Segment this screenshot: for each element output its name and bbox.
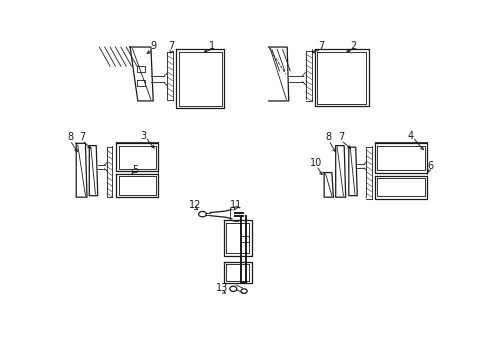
Text: 1: 1: [209, 41, 215, 51]
Text: 7: 7: [168, 41, 174, 51]
Text: 6: 6: [427, 161, 432, 171]
Text: 3: 3: [140, 131, 146, 141]
Text: 7: 7: [79, 132, 85, 142]
Text: 8: 8: [67, 132, 73, 142]
Text: 10: 10: [310, 158, 322, 167]
Text: 13: 13: [215, 283, 227, 293]
Text: 5: 5: [132, 165, 138, 175]
Text: 4: 4: [407, 131, 413, 141]
Text: 8: 8: [325, 132, 331, 142]
Text: 2: 2: [349, 41, 356, 51]
Text: 7: 7: [337, 132, 344, 142]
Text: 11: 11: [229, 200, 241, 210]
Text: 7: 7: [317, 41, 324, 51]
Text: 9: 9: [150, 41, 156, 51]
Text: 12: 12: [188, 200, 201, 210]
